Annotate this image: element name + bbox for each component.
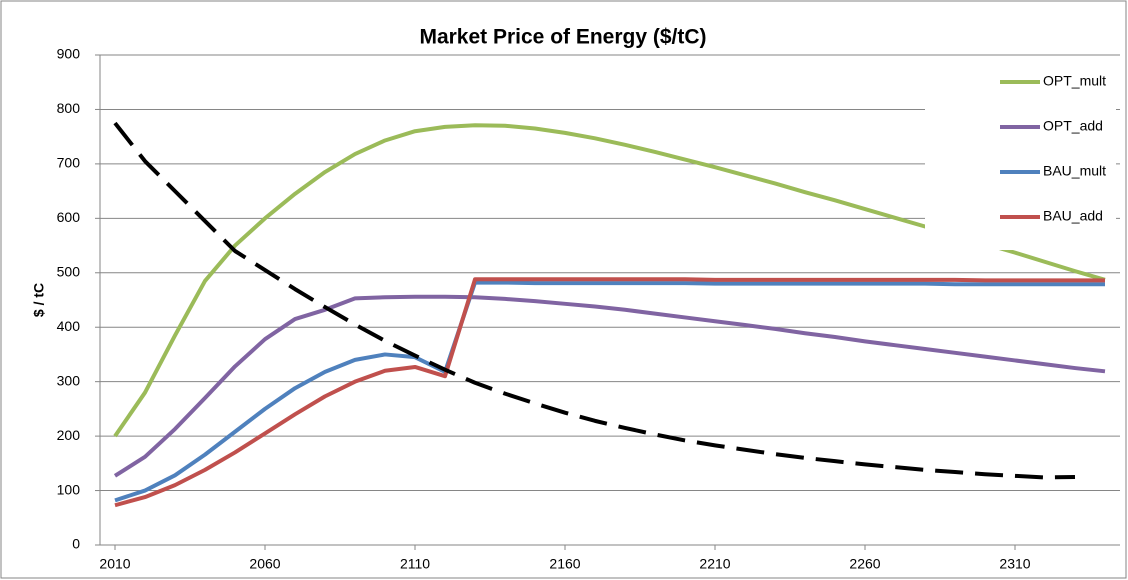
chart-title: Market Price of Energy ($/tC) xyxy=(419,26,706,49)
series-line xyxy=(113,294,1106,478)
legend-label: OPT_mult xyxy=(1043,73,1106,89)
y-tick-label: 800 xyxy=(57,100,81,116)
y-axis-label: $ / tC xyxy=(31,283,47,317)
legend-label: BAU_mult xyxy=(1043,163,1106,179)
x-tick-label: 2260 xyxy=(849,556,880,572)
y-tick-label: 400 xyxy=(57,318,81,334)
y-tick-label: 600 xyxy=(57,209,81,225)
x-tick-label: 2210 xyxy=(699,556,730,572)
series-line xyxy=(114,277,1105,508)
y-tick-label: 900 xyxy=(57,46,81,62)
legend-label: OPT_add xyxy=(1043,118,1103,134)
y-tick-label: 200 xyxy=(57,427,81,443)
legend-label: BAU_add xyxy=(1043,208,1103,224)
y-tick-label: 0 xyxy=(72,536,80,552)
x-tick-label: 2310 xyxy=(999,556,1030,572)
y-tick-label: 300 xyxy=(57,372,81,388)
x-tick-label: 2110 xyxy=(400,556,430,572)
x-tick-label: 2060 xyxy=(249,556,280,572)
y-tick-label: 500 xyxy=(57,263,81,279)
y-tick-label: 100 xyxy=(57,481,81,497)
x-tick-label: 2160 xyxy=(549,556,580,572)
x-tick-label: 2010 xyxy=(99,556,130,572)
series-line xyxy=(113,121,1076,480)
series-line xyxy=(114,280,1105,503)
y-tick-label: 700 xyxy=(57,155,81,171)
